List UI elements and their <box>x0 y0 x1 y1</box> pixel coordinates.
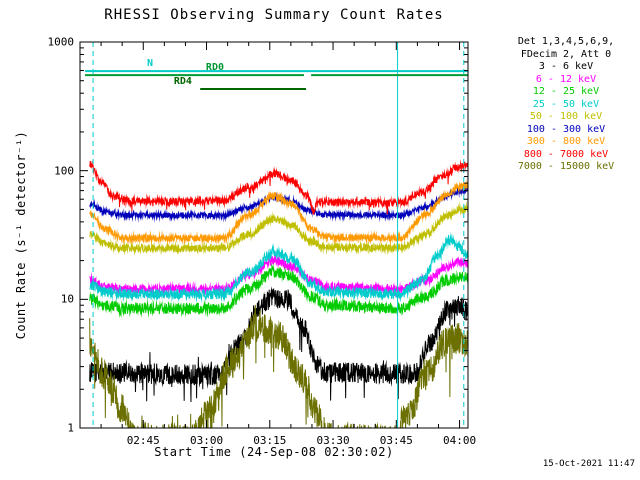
x-tick-label: 03:15 <box>253 434 287 447</box>
y-tick-label: 10 <box>60 292 74 306</box>
flag-label-rd0: RD0 <box>205 62 224 74</box>
x-tick-label: 04:00 <box>443 434 477 447</box>
x-axis-label: Start Time (24-Sep-08 02:30:02) <box>154 445 394 459</box>
creation-timestamp: 15-Oct-2021 11:47 <box>542 459 635 469</box>
x-tick-label: 02:45 <box>126 434 160 447</box>
y-tick-label: 100 <box>54 164 74 178</box>
y-tick-label: 1 <box>67 421 74 435</box>
legend-entry: 100 - 300 keV <box>526 123 606 135</box>
legend-entry: 300 - 800 keV <box>526 136 606 147</box>
legend-entry: 12 - 25 keV <box>532 86 600 97</box>
legend-entry: 25 - 50 keV <box>532 98 600 110</box>
plot-title: RHESSI Observing Summary Count Rates <box>104 7 444 23</box>
legend-entry: 3 - 6 keV <box>538 61 594 72</box>
flag-label-n: N <box>146 58 154 70</box>
legend-entry: 800 - 7000 keV <box>523 148 609 160</box>
legend-header-line: Det 1,3,4,5,6,9, <box>517 36 615 47</box>
x-tick-label: 03:45 <box>379 434 413 447</box>
legend-header-line: FDecim 2, Att 0 <box>520 48 612 60</box>
y-tick-label: 1000 <box>47 35 75 49</box>
x-tick-label: 03:00 <box>189 434 224 447</box>
x-tick-label: 03:30 <box>316 434 350 447</box>
legend-entry: 7000 - 15000 keV <box>517 161 615 172</box>
legend-entry: 50 - 100 keV <box>529 111 603 122</box>
legend-entry: 6 - 12 keV <box>535 73 597 85</box>
y-axis-label: Count Rate (s⁻¹ detector⁻¹) <box>14 130 28 340</box>
flag-label-rd4: RD4 <box>173 76 192 88</box>
